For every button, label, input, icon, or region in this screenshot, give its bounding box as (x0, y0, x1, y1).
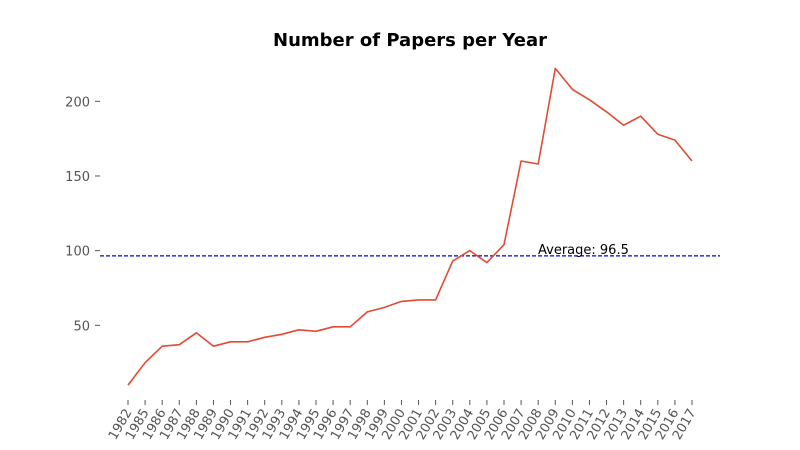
data-point-2012 (605, 110, 608, 113)
data-point-1995 (315, 330, 318, 333)
y-tick-label-100: 100 (65, 245, 90, 260)
data-point-2017 (691, 160, 694, 163)
data-point-1993 (280, 333, 283, 336)
data-point-2000 (400, 300, 403, 303)
data-point-2002 (434, 298, 437, 301)
data-point-1982 (127, 384, 130, 387)
data-point-2005 (485, 261, 488, 264)
data-point-2015 (656, 133, 659, 136)
data-point-1998 (366, 310, 369, 313)
data-point-1994 (297, 328, 300, 331)
series-line-papers (127, 67, 693, 386)
data-point-2003 (451, 260, 454, 263)
data-point-2014 (639, 115, 642, 118)
data-point-1997 (349, 325, 352, 328)
average-annotation: Average: 96.5 (538, 243, 629, 258)
chart-title: Number of Papers per Year (273, 30, 547, 51)
data-point-1990 (229, 340, 232, 343)
data-point-2011 (588, 98, 591, 101)
data-point-2001 (417, 298, 420, 301)
data-point-2006 (503, 243, 506, 246)
data-point-1986 (161, 345, 164, 348)
y-tick-label-150: 150 (65, 170, 90, 185)
y-tick-label-200: 200 (65, 95, 90, 110)
data-point-2016 (673, 139, 676, 142)
series-group (127, 67, 694, 387)
data-point-2010 (571, 88, 574, 91)
data-point-2009 (554, 67, 557, 70)
data-point-1989 (212, 345, 215, 348)
data-point-2007 (520, 160, 523, 163)
data-point-1985 (144, 361, 147, 364)
data-point-2013 (622, 124, 625, 127)
y-axis: 50 100 150 200 (65, 95, 100, 334)
y-tick-label-50: 50 (73, 319, 90, 334)
average-reference-line-group: Average: 96.5 (100, 243, 720, 258)
data-point-1996 (332, 325, 335, 328)
data-point-1991 (246, 340, 249, 343)
x-axis: 1982198519861987198819891990199119921993… (106, 400, 699, 443)
data-point-2008 (537, 163, 540, 166)
data-point-2004 (468, 249, 471, 252)
data-point-1992 (263, 336, 266, 339)
data-point-1999 (383, 306, 386, 309)
data-point-1988 (195, 331, 198, 334)
data-point-1987 (178, 343, 181, 346)
